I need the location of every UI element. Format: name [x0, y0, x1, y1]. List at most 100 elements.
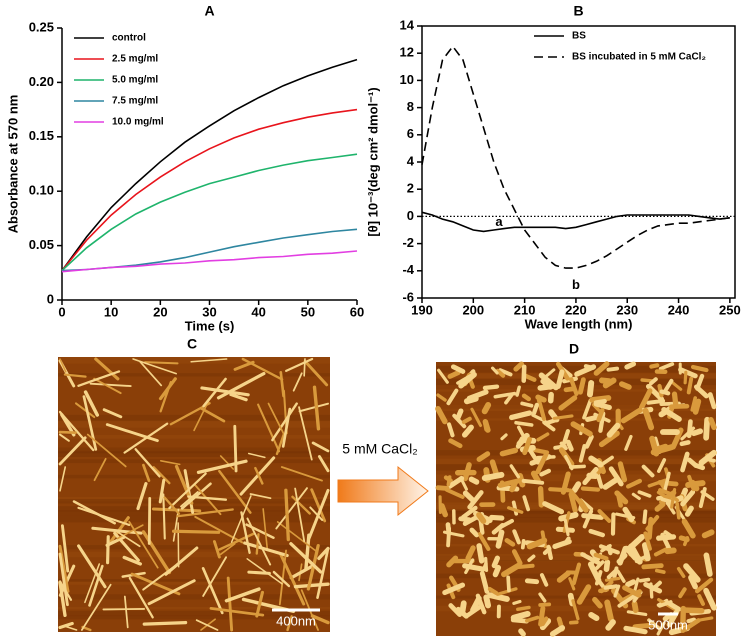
afm-fibril — [255, 533, 260, 555]
x-tick-label: 40 — [251, 304, 265, 319]
afm-fibril — [147, 579, 196, 606]
afm-fibril — [654, 501, 666, 512]
afm-fibril — [594, 560, 605, 570]
afm-fibril — [649, 582, 654, 599]
afm-image: 500nm — [435, 361, 717, 637]
afm-fibril — [703, 416, 711, 441]
afm-fibril — [489, 459, 500, 478]
afm-fibril — [152, 466, 171, 485]
afm-fibril — [450, 364, 466, 374]
afm-shade — [58, 551, 330, 558]
afm-fibril — [285, 357, 314, 372]
afm-fibril — [482, 384, 500, 391]
afm-fibril — [598, 430, 620, 448]
afm-fibril — [509, 410, 533, 421]
afm-shade — [436, 474, 716, 482]
x-tick-label: 210 — [514, 302, 536, 317]
afm-fibril — [580, 552, 602, 566]
afm-fibril — [514, 420, 534, 427]
afm-fibril — [681, 518, 696, 539]
afm-fibril — [588, 528, 606, 538]
afm-fibril — [89, 382, 132, 387]
afm-shade — [58, 545, 330, 550]
afm-shade — [58, 606, 330, 610]
afm-fibril — [446, 422, 455, 438]
afm-fibril — [310, 614, 330, 625]
afm-fibril — [317, 455, 330, 473]
afm-fibril — [60, 524, 70, 573]
afm-fibril — [510, 610, 531, 621]
afm-fibril — [144, 361, 179, 365]
afm-fibril — [640, 378, 655, 383]
afm-shade — [436, 365, 716, 373]
afm-fibril — [697, 594, 705, 606]
afm-fibril — [193, 483, 222, 516]
afm-fibril — [671, 381, 683, 391]
afm-fibril — [180, 482, 212, 510]
afm-fibril — [563, 386, 577, 393]
afm-fibril — [624, 361, 637, 370]
afm-fibril — [560, 471, 571, 495]
afm-fibril — [476, 543, 485, 564]
afm-fibril — [689, 479, 700, 492]
afm-shade — [58, 615, 330, 620]
afm-fibril — [539, 573, 549, 587]
afm-fibril — [194, 515, 244, 544]
annotation: b — [572, 277, 580, 292]
afm-fibril — [582, 398, 593, 420]
afm-fibril — [130, 572, 181, 596]
afm-fibril — [568, 488, 582, 504]
afm-shade — [58, 434, 330, 439]
afm-fibril — [483, 594, 492, 609]
afm-fibril — [589, 395, 612, 403]
afm-fibril — [187, 495, 228, 501]
afm-fibril — [606, 569, 617, 580]
y-axis-label: [θ] 10⁻³(deg cm² dmol⁻¹) — [365, 87, 380, 236]
afm-fibril — [442, 582, 466, 596]
afm-fibril — [212, 540, 221, 559]
afm-fibril — [664, 547, 677, 555]
afm-fibril — [527, 448, 541, 465]
afm-fibril — [168, 472, 207, 510]
afm-fibril — [587, 561, 602, 583]
afm-fibril — [614, 490, 629, 505]
afm-fibril — [526, 537, 548, 550]
afm-fibril — [465, 545, 476, 561]
afm-fibril — [577, 498, 589, 513]
afm-fibril — [596, 407, 605, 423]
afm-fibril — [584, 434, 594, 449]
afm-fibril — [618, 381, 632, 390]
afm-fibril — [691, 428, 704, 437]
afm-fibril — [683, 370, 688, 385]
afm-fibril — [447, 370, 461, 379]
afm-fibril — [530, 470, 541, 484]
afm-fibril — [446, 475, 452, 487]
afm-fibril — [603, 584, 619, 590]
afm-fibril — [456, 373, 474, 385]
afm-fibril — [141, 530, 172, 575]
afm-fibril — [558, 395, 578, 411]
afm-fibril — [142, 620, 188, 626]
afm-fibril — [439, 503, 448, 518]
afm-fibril — [562, 429, 570, 445]
x-tick-label: 30 — [202, 304, 216, 319]
afm-fibril — [316, 547, 330, 599]
afm-fibril — [304, 533, 311, 571]
afm-fibril — [284, 488, 290, 542]
afm-fibril — [675, 501, 681, 520]
afm-fibril — [539, 468, 552, 477]
afm-fibril — [620, 407, 643, 424]
afm-fibril — [218, 469, 252, 514]
afm-fibril — [701, 529, 715, 539]
afm-fibril — [563, 518, 570, 537]
afm-fibril — [603, 559, 611, 573]
afm-fibril — [58, 580, 73, 601]
afm-fibril — [93, 457, 107, 482]
afm-fibril — [276, 521, 317, 552]
afm-fibril — [293, 582, 330, 589]
afm-fibril — [535, 451, 549, 475]
afm-fibril — [524, 615, 540, 623]
afm-fibril — [643, 531, 652, 551]
afm-fibril — [593, 398, 607, 405]
afm-fibril — [518, 628, 526, 637]
